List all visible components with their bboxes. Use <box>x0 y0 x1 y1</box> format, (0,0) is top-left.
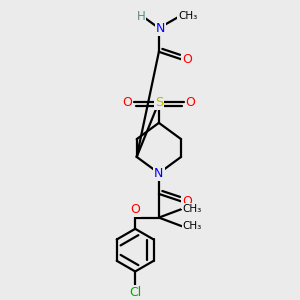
Text: N: N <box>156 22 165 34</box>
Text: O: O <box>182 195 192 208</box>
Text: O: O <box>122 96 132 109</box>
Text: H: H <box>137 10 146 23</box>
Text: CH₃: CH₃ <box>178 11 197 21</box>
Text: N: N <box>154 167 164 180</box>
Text: O: O <box>130 203 140 216</box>
Text: O: O <box>186 96 196 109</box>
Text: CH₃: CH₃ <box>182 204 202 214</box>
Text: S: S <box>155 96 163 109</box>
Text: CH₃: CH₃ <box>182 221 202 232</box>
Text: O: O <box>182 53 192 66</box>
Text: Cl: Cl <box>129 286 141 299</box>
